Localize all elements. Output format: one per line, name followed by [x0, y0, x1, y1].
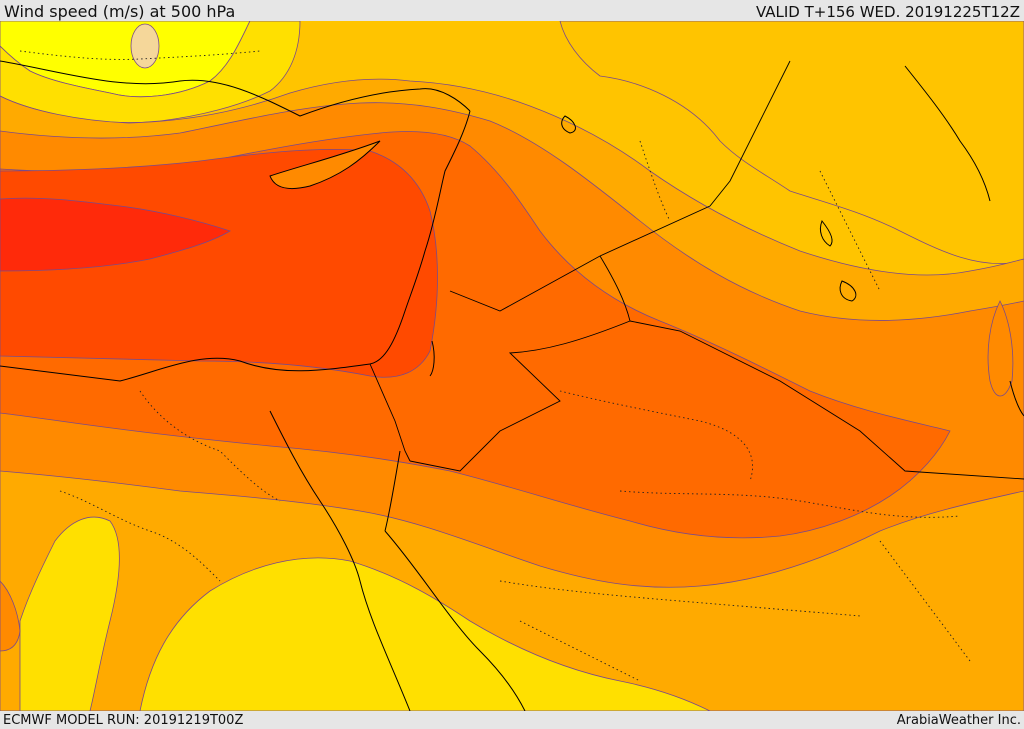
model-run: ECMWF MODEL RUN: 20191219T00Z [3, 713, 243, 728]
valid-time: VALID T+156 WED. 20191225T12Z [756, 4, 1020, 21]
min-wind-patch [131, 24, 159, 68]
wind-speed-map [0, 21, 1024, 711]
footer-bar: ECMWF MODEL RUN: 20191219T00Z ArabiaWeat… [0, 711, 1024, 729]
header-bar: Wind speed (m/s) at 500 hPa VALID T+156 … [0, 0, 1024, 21]
map-title: Wind speed (m/s) at 500 hPa [4, 3, 235, 21]
credit-label: ArabiaWeather Inc. [897, 713, 1021, 728]
